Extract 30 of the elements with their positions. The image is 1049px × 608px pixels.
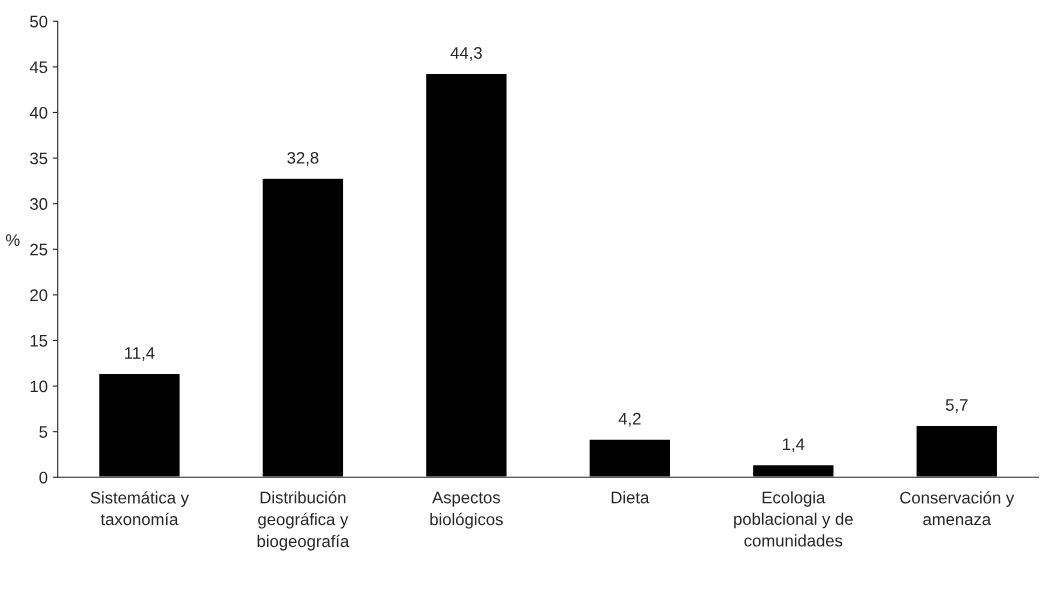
x-tick-label: Distribución geográfica y biogeografía	[257, 490, 350, 551]
y-tick-label: 5	[39, 426, 48, 438]
data-label: 32,8	[287, 151, 319, 166]
data-label: 4,2	[618, 412, 641, 427]
data-label: 5,7	[945, 399, 968, 413]
x-tick-label: Ecologia poblacional y de comunidades	[734, 491, 853, 547]
y-tick-label: 25	[30, 243, 48, 256]
x-tick-label: Sistemática y taxonomía	[90, 491, 189, 526]
x-tick-label: Aspectos biológicos	[430, 491, 503, 529]
bar	[915, 424, 999, 478]
bar	[261, 177, 345, 478]
y-tick-label: 35	[30, 152, 48, 165]
y-tick-label: 50	[30, 15, 48, 28]
y-axis-title: %	[5, 234, 20, 246]
y-tick-label: 10	[30, 380, 48, 393]
x-tick-label: Dieta	[611, 491, 650, 504]
y-tick-label: 20	[30, 289, 48, 302]
y-tick-label: 30	[30, 198, 48, 210]
y-tick-label: 45	[29, 61, 48, 74]
data-label: 11,4	[125, 347, 155, 361]
y-tick-label: 0	[39, 471, 48, 484]
bar	[424, 72, 508, 478]
bar	[751, 463, 835, 478]
x-tick-label: Conservación y amenaza	[900, 491, 1015, 526]
bar	[97, 372, 181, 478]
data-label: 44,3	[450, 47, 482, 61]
y-tick-label: 40	[29, 106, 48, 119]
y-tick-label: 15	[30, 335, 48, 347]
bar	[588, 438, 672, 478]
data-label: 1,4	[782, 438, 805, 453]
